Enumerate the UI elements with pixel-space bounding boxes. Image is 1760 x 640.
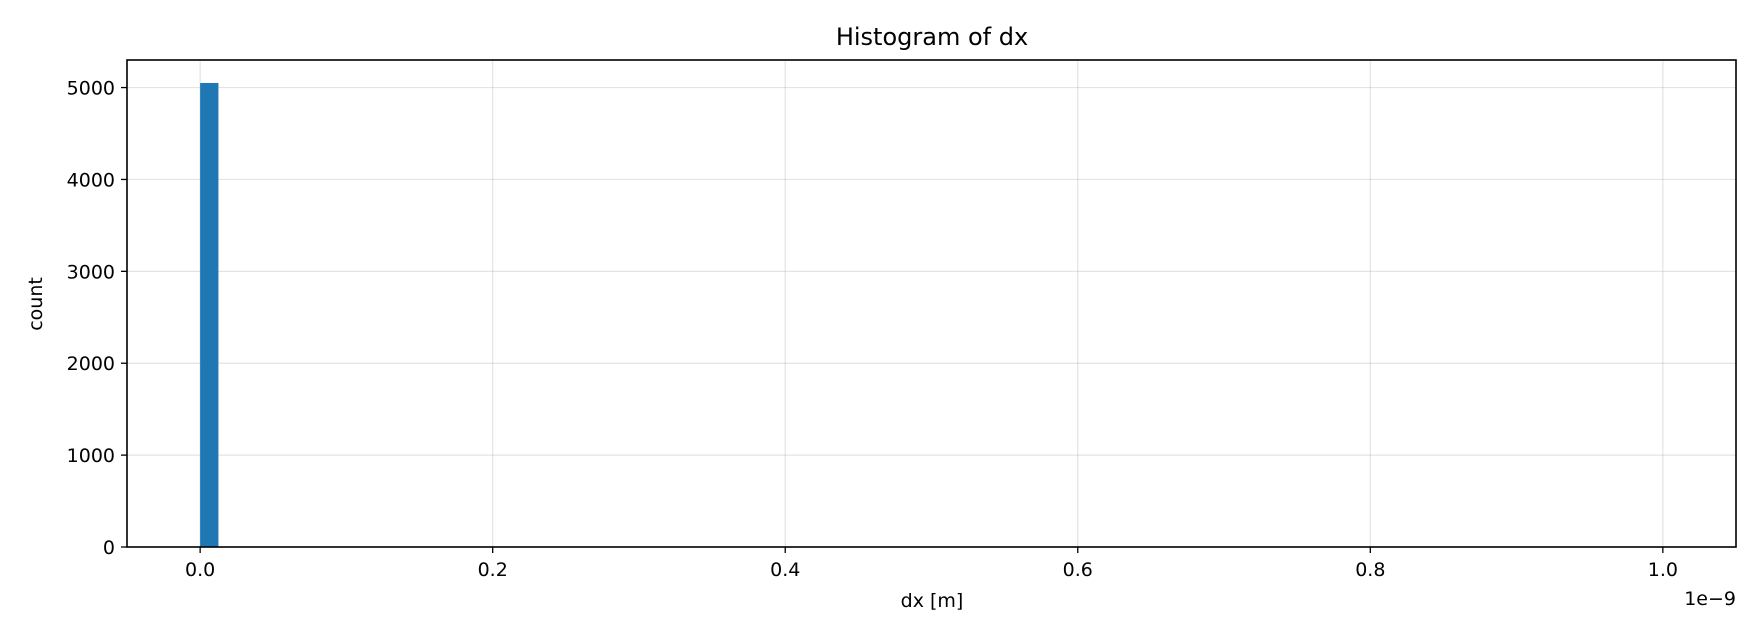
x-axis-offset-label: 1e−9 <box>1684 588 1736 610</box>
x-tick-label: 0.2 <box>478 559 508 581</box>
y-axis-ticks: 0 1000 2000 3000 4000 5000 <box>67 78 127 559</box>
x-tick-label: 0.0 <box>185 559 215 581</box>
y-tick-label: 2000 <box>67 353 115 375</box>
plot-frame <box>126 59 1737 548</box>
x-tick-label: 0.8 <box>1355 559 1385 581</box>
y-tick-label: 0 <box>103 537 115 559</box>
y-tick-label: 1000 <box>67 445 115 467</box>
x-tick-label: 0.4 <box>770 559 800 581</box>
x-axis-ticks: 0.0 0.2 0.4 0.6 0.8 1.0 <box>185 547 1678 581</box>
histogram-bar <box>200 82 219 548</box>
y-tick-label: 4000 <box>67 169 115 191</box>
y-tick-label: 3000 <box>67 261 115 283</box>
y-axis-label: count <box>25 277 47 331</box>
x-tick-label: 1.0 <box>1648 559 1678 581</box>
x-axis-label: dx [m] <box>901 590 964 612</box>
y-tick-label: 5000 <box>67 78 115 100</box>
grid <box>127 60 1736 548</box>
chart-title: Histogram of dx <box>836 23 1028 51</box>
bars <box>200 82 219 548</box>
x-tick-label: 0.6 <box>1063 559 1093 581</box>
